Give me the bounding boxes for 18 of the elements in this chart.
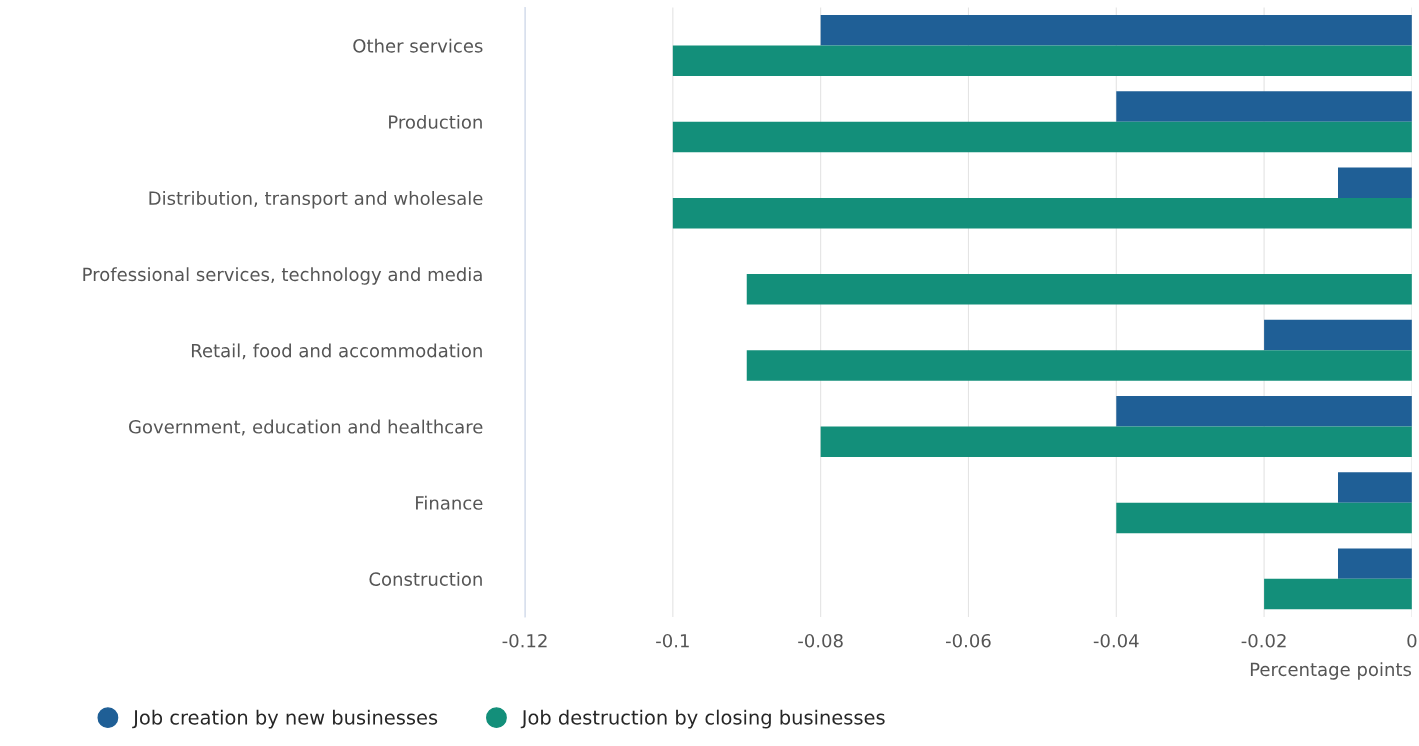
y-tick-label: Distribution, transport and wholesale — [149, 191, 483, 209]
x-tick-label: -0.08 — [798, 633, 843, 648]
y-tick-label: Professional services, technology and media — [83, 267, 482, 285]
x-tick-label: -0.04 — [1093, 633, 1139, 648]
x-tick-label: -0.1 — [656, 633, 689, 648]
y-tick-label: Construction — [369, 571, 482, 586]
legend-label: Job creation by new businesses — [132, 709, 438, 729]
x-tick-label: -0.02 — [1241, 633, 1286, 648]
x-tick-label: -0.06 — [945, 633, 991, 648]
y-tick-label: Production — [389, 114, 482, 129]
y-tick-label: Other services — [353, 38, 483, 53]
legend-label: Job destruction by closing businesses — [520, 709, 885, 729]
x-tick-label: 0 — [1407, 633, 1417, 648]
y-tick-label: Government, education and healthcare — [128, 419, 483, 436]
x-axis-title: Percentage points — [1250, 662, 1412, 680]
y-tick-label: Finance — [416, 495, 483, 510]
x-tick-label: -0.12 — [502, 633, 547, 648]
y-tick-label: Retail, food and accommodation — [191, 343, 482, 360]
